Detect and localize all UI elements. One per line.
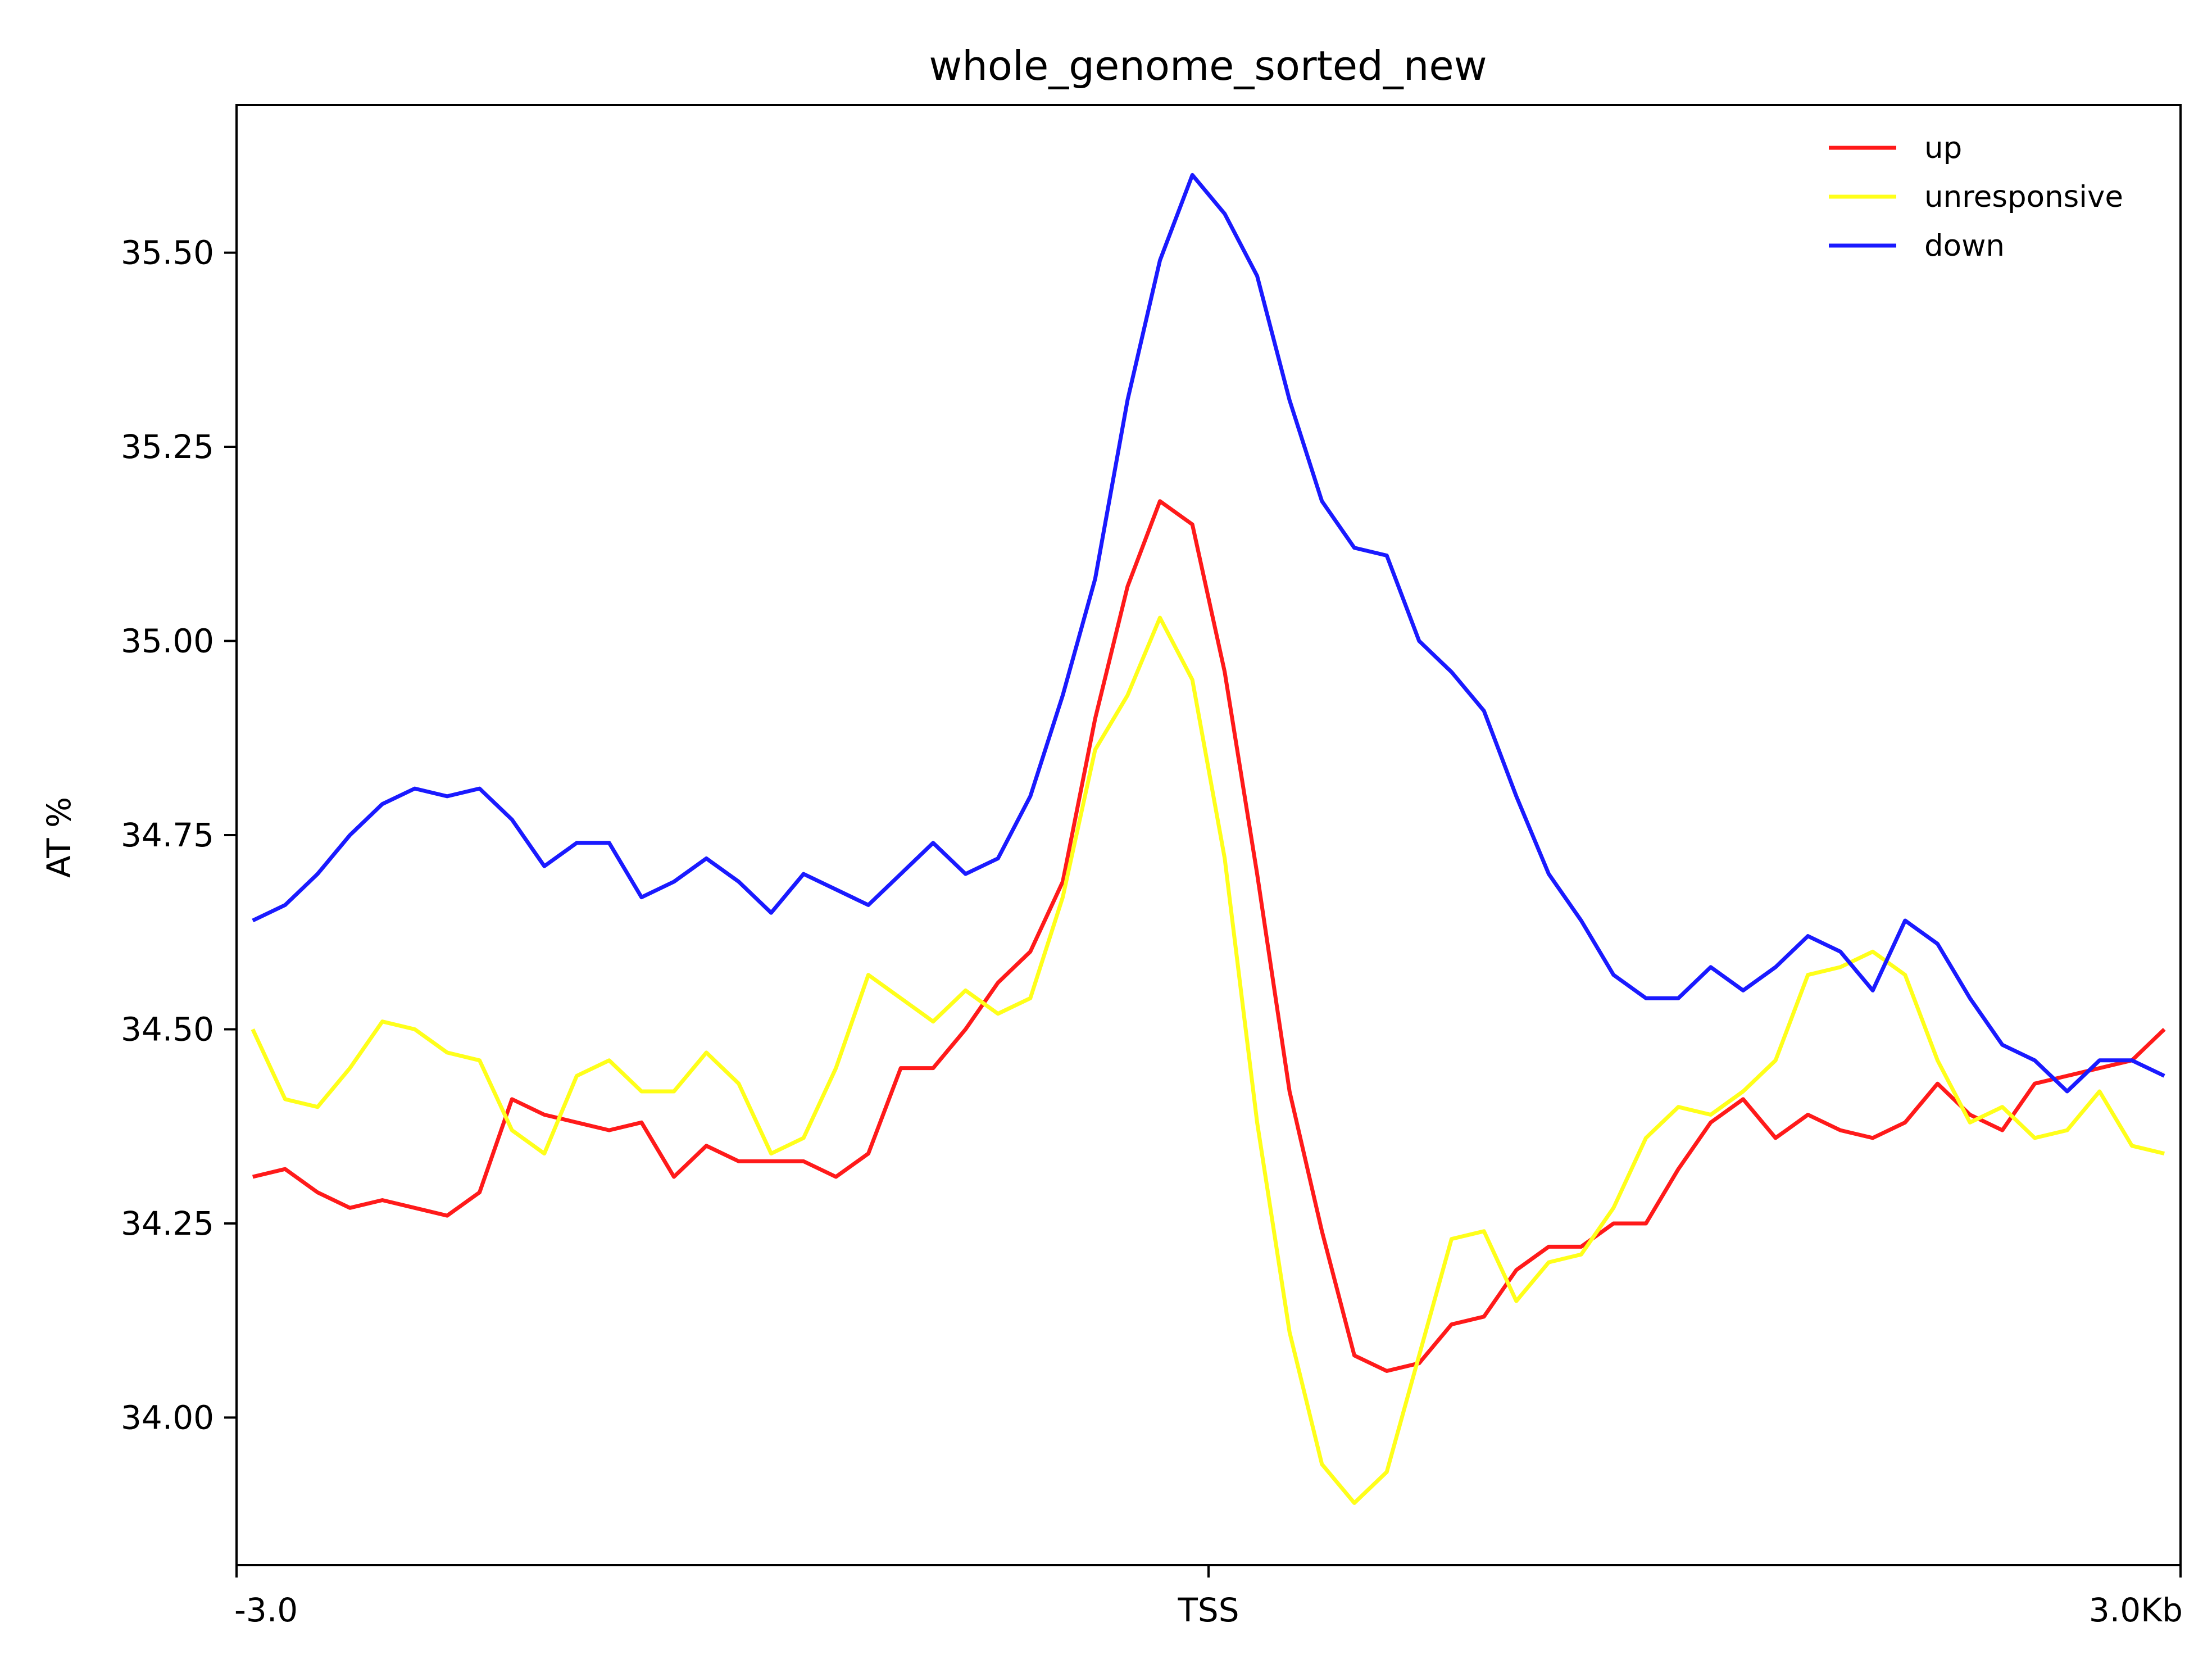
y-axis: 34.00 34.25 34.50 34.75 35.00 35.25 35.50: [121, 234, 237, 1436]
plot-frame: [235, 104, 2182, 1566]
series-line-up: [252, 499, 2166, 1373]
series-line-unresponsive: [251, 615, 2165, 1505]
legend-label-unresponsive: unresponsive: [1924, 180, 2123, 214]
legend-label-up: up: [1924, 131, 1962, 165]
plot-lines: [251, 173, 2166, 1505]
x-tick-label: 3.0Kb: [2089, 1591, 2183, 1629]
y-tick-label: 35.50: [121, 234, 214, 272]
y-tick-label: 34.25: [121, 1204, 214, 1243]
legend-label-down: down: [1924, 229, 2005, 263]
legend: up unresponsive down: [1829, 131, 2123, 263]
y-tick-label: 35.25: [121, 428, 214, 466]
x-tick-label: TSS: [1177, 1591, 1239, 1629]
y-axis-label: AT %: [40, 797, 78, 878]
series-line-down: [252, 173, 2165, 1094]
chart-title: whole_genome_sorted_new: [929, 42, 1487, 89]
y-tick-label: 34.50: [121, 1010, 214, 1048]
y-tick-label: 34.00: [121, 1398, 214, 1436]
x-tick-label: -3.0: [234, 1591, 298, 1629]
y-tick-label: 35.00: [121, 622, 214, 660]
y-tick-label: 34.75: [121, 816, 214, 854]
x-axis: -3.0 TSS 3.0Kb: [234, 1565, 2183, 1629]
